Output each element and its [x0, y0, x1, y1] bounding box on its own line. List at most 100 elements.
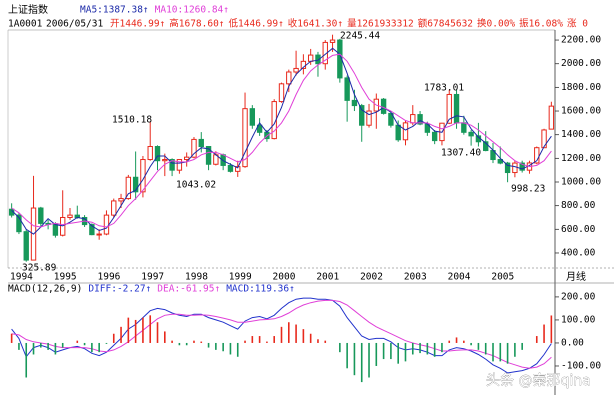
candle-body — [60, 216, 66, 236]
candle-body — [103, 214, 110, 235]
y-tick-label: 400.00 — [561, 247, 596, 258]
candle-body — [249, 108, 256, 126]
candle-body — [227, 164, 234, 172]
candle-body — [176, 159, 183, 171]
line-series — [11, 299, 552, 369]
x-tick-label: 1995 — [54, 272, 77, 283]
y-tick-label: 0.00 — [561, 337, 584, 348]
extreme-label: 998.23 — [511, 184, 545, 195]
extreme-label: 2245.44 — [340, 31, 380, 42]
x-tick-label: 1997 — [141, 272, 164, 283]
candle-body — [351, 99, 358, 107]
candle-body — [154, 146, 161, 162]
quote-field: 涨 0 — [567, 19, 588, 30]
candle-body — [67, 214, 73, 218]
extreme-label: 1783.01 — [424, 83, 464, 94]
candle-body — [446, 93, 452, 124]
candle-body — [497, 159, 503, 164]
quote-field: 高1678.60↑ — [169, 18, 224, 30]
candle-body — [293, 67, 299, 73]
candle-body — [541, 129, 547, 149]
y-tick-label: 1600.00 — [561, 106, 601, 117]
candle-body — [256, 124, 263, 133]
macd-title: MACD(12,26,9) — [8, 284, 82, 295]
candle-body — [504, 162, 511, 174]
candle-body — [380, 98, 387, 114]
y-tick-label: 2000.00 — [561, 58, 601, 69]
y-tick-label: 1200.00 — [561, 153, 601, 164]
candle-body — [307, 54, 314, 62]
quote-field: 开1446.99↑ — [110, 19, 165, 30]
candle-body — [118, 198, 124, 202]
x-tick-label: 2003 — [404, 272, 427, 283]
candle-body — [461, 122, 467, 133]
candle-body — [431, 131, 438, 142]
candle-body — [111, 200, 117, 216]
candle-body — [388, 112, 394, 126]
y-tick-label: 100.00 — [561, 314, 596, 325]
extreme-label: 325.89 — [22, 263, 57, 274]
legend-entry: MACD:119.36↑ — [226, 284, 295, 295]
x-tick-label: 1996 — [98, 272, 121, 283]
candle-body — [329, 39, 336, 43]
legend-entry: DEA:-61.95↑ — [157, 284, 220, 295]
x-tick-label: 2000 — [273, 272, 296, 283]
line-series — [11, 53, 552, 228]
x-axis-label: 月线 — [566, 270, 586, 283]
candle-body — [38, 207, 44, 224]
candle-body — [417, 114, 423, 125]
index-title: 上证指数 — [8, 3, 48, 16]
candle-body — [453, 93, 460, 124]
y-tick-label: 600.00 — [561, 224, 596, 235]
line-series — [11, 47, 552, 235]
candle-body — [89, 224, 95, 236]
x-tick-label: 2004 — [448, 272, 471, 283]
candle-body — [519, 162, 525, 171]
legend-entry: MA5:1387.38↑ — [80, 5, 149, 16]
candle-body — [242, 108, 248, 168]
candle-body — [52, 223, 59, 236]
extreme-label: 1307.40 — [441, 148, 481, 159]
quote-field: 换0.00% — [477, 18, 515, 30]
candle-body — [512, 162, 518, 174]
candle-body — [205, 146, 212, 165]
x-tick-label: 1994 — [10, 272, 33, 283]
candle-body — [483, 141, 489, 152]
stock-code: 1A0001 — [8, 19, 43, 30]
candle-body — [125, 176, 132, 200]
y-tick-label: 1000.00 — [561, 177, 601, 188]
candle-body — [395, 124, 401, 141]
candle-body — [132, 176, 139, 193]
candle-body — [23, 231, 29, 261]
extreme-label: 1510.18 — [112, 115, 152, 126]
x-tick-label: 2001 — [316, 272, 339, 283]
quote-field: 量1261933312 — [347, 19, 414, 30]
y-tick-label: 200.00 — [561, 291, 596, 302]
quote-date: 2006/05/31 — [46, 19, 103, 30]
candle-body — [169, 159, 175, 171]
candle-body — [183, 156, 190, 161]
candle-body — [162, 159, 168, 162]
candle-body — [366, 110, 372, 126]
quote-field: 低1446.99↑ — [229, 18, 284, 30]
legend-entry: MA10:1260.84↑ — [155, 5, 229, 16]
candle-body — [140, 159, 146, 193]
x-tick-label: 2005 — [491, 272, 514, 283]
candle-body — [468, 131, 474, 137]
watermark: 头条 @秦那qina — [486, 372, 591, 389]
y-tick-label: 1800.00 — [561, 82, 601, 93]
y-tick-label: -100.00 — [561, 360, 601, 371]
legend-entry: DIFF:-2.27↑ — [88, 284, 151, 295]
x-tick-label: 1999 — [229, 272, 252, 283]
candle-body — [402, 122, 409, 141]
quote-field: 振16.08% — [519, 18, 563, 30]
candle-body — [96, 233, 102, 236]
extreme-label: 1043.02 — [176, 180, 216, 191]
candle-body — [191, 138, 197, 158]
y-tick-label: 2200.00 — [561, 35, 601, 46]
candle-body — [344, 77, 350, 101]
candle-body — [410, 114, 416, 124]
candle-body — [198, 138, 204, 148]
